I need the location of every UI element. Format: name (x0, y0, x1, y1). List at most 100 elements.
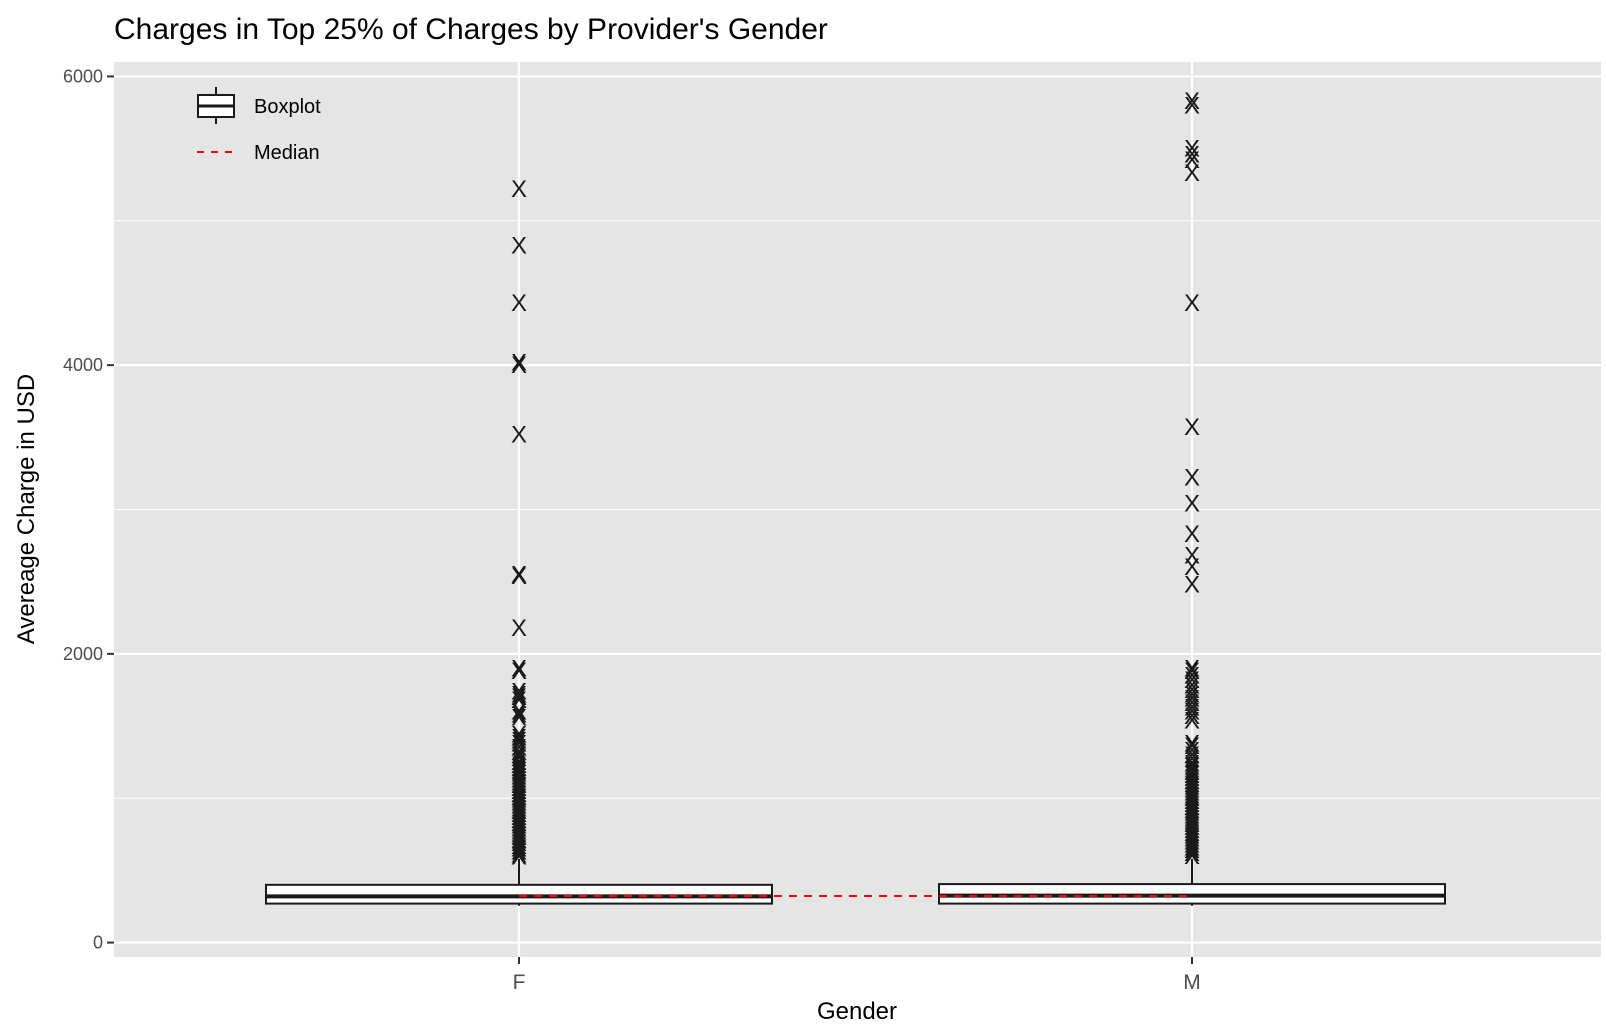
outlier-point: X (1184, 777, 1200, 804)
outlier-point: X (1184, 673, 1200, 700)
outlier-point: X (511, 725, 527, 752)
outlier-point: X (511, 833, 527, 860)
outlier-point: X (511, 742, 527, 769)
box-body (265, 883, 773, 905)
outlier-point: X (1184, 290, 1200, 317)
outlier-point: X (511, 739, 527, 766)
outlier-point: X (1184, 663, 1200, 690)
outlier-point: X (1184, 771, 1200, 798)
outlier-point: X (1184, 811, 1200, 838)
outlier-point: X (511, 807, 527, 834)
outlier-point: X (1184, 829, 1200, 856)
outlier-point: X (511, 687, 527, 714)
outlier-point: X (511, 784, 527, 811)
outlier-point: X (511, 816, 527, 843)
outlier-point: X (1184, 686, 1200, 713)
outlier-point: X (511, 787, 527, 814)
outlier-point: X (1184, 521, 1200, 548)
outlier-point: X (511, 755, 527, 782)
outlier-point: X (1184, 667, 1200, 694)
outlier-point: X (1184, 141, 1200, 168)
axes: 0 2000 4000 6000 F M (63, 66, 1201, 994)
outlier-point: X (1184, 707, 1200, 734)
outlier-point: X (1184, 843, 1200, 870)
legend-boxplot-key (197, 87, 235, 124)
outlier-point: X (1184, 823, 1200, 850)
outlier-point: X (511, 764, 527, 791)
outlier-point: X (511, 758, 527, 785)
x-tick-label: M (1183, 971, 1201, 994)
outlier-point: X (511, 769, 527, 796)
outlier-point: X (511, 561, 527, 588)
outlier-point: X (511, 766, 527, 793)
outlier-point: X (1184, 785, 1200, 812)
outlier-point: X (511, 804, 527, 831)
outlier-point: X (1184, 788, 1200, 815)
outlier-point: X (1184, 756, 1200, 783)
y-tick-label: 4000 (63, 355, 103, 375)
outlier-point: X (1184, 690, 1200, 717)
outlier-point: X (511, 749, 527, 776)
outlier-point: X (511, 735, 527, 762)
outlier-point: X (1184, 694, 1200, 721)
outlier-point: X (511, 232, 527, 259)
outlier-point: X (511, 684, 527, 711)
outlier-point: X (511, 801, 527, 828)
outlier-point: X (1184, 751, 1200, 778)
outlier-point: X (511, 818, 527, 845)
outlier-point: X (511, 824, 527, 851)
outlier-point: X (1184, 658, 1200, 685)
outlier-point: X (1184, 779, 1200, 806)
outlier-point: X (1184, 703, 1200, 730)
outlier-point: X (1184, 834, 1200, 861)
x-axis-title: Gender (817, 998, 897, 1025)
outlier-point: X (511, 775, 527, 802)
chart-title: Charges in Top 25% of Charges by Provide… (114, 13, 828, 46)
outlier-point: X (511, 722, 527, 749)
outlier-point: X (1184, 759, 1200, 786)
outlier-point: X (1184, 831, 1200, 858)
legend-label-boxplot: Boxplot (254, 96, 321, 118)
outlier-point: X (1184, 762, 1200, 789)
outlier-point: X (511, 778, 527, 805)
outlier-point: X (1184, 746, 1200, 773)
outlier-point: X (1184, 782, 1200, 809)
outlier-point: X (1184, 160, 1200, 187)
outlier-point: X (511, 678, 527, 705)
outlier-point: X (1184, 491, 1200, 518)
outlier-point: X (511, 792, 527, 819)
y-tick-label: 0 (93, 933, 103, 953)
outlier-point: X (1184, 840, 1200, 867)
y-tick-label: 2000 (63, 644, 103, 664)
outlier-point: X (1184, 730, 1200, 757)
y-tick-label: 6000 (63, 66, 103, 86)
outlier-point: X (511, 836, 527, 863)
outlier-point: X (1184, 805, 1200, 832)
outlier-point: X (511, 352, 527, 379)
outlier-point: X (511, 842, 527, 869)
outlier-point: X (511, 563, 527, 590)
outlier-point: X (511, 727, 527, 754)
outlier-point: X (1184, 414, 1200, 441)
outlier-point: X (1184, 765, 1200, 792)
outlier-point: X (511, 813, 527, 840)
outlier-point: X (1184, 738, 1200, 765)
outlier-point: X (1184, 554, 1200, 581)
outlier-point: X (1184, 791, 1200, 818)
outlier-point: X (1184, 817, 1200, 844)
outlier-point: X (511, 781, 527, 808)
outlier-point: X (511, 658, 527, 685)
outlier-point: X (1184, 742, 1200, 769)
outlier-point: X (1184, 820, 1200, 847)
outlier-point: X (1184, 774, 1200, 801)
outlier-point: X (1184, 733, 1200, 760)
outlier-point: X (511, 827, 527, 854)
outlier-point: X (511, 795, 527, 822)
outlier-point: X (1184, 800, 1200, 827)
outlier-point: X (511, 798, 527, 825)
outlier-point: X (1184, 797, 1200, 824)
outlier-point: X (1184, 136, 1200, 163)
outliers: XXXXXXXXXXXXXXXXXXXXXXXXXXXXXXXXXXXXXXXX… (511, 88, 1200, 871)
outlier-point: X (511, 701, 527, 728)
